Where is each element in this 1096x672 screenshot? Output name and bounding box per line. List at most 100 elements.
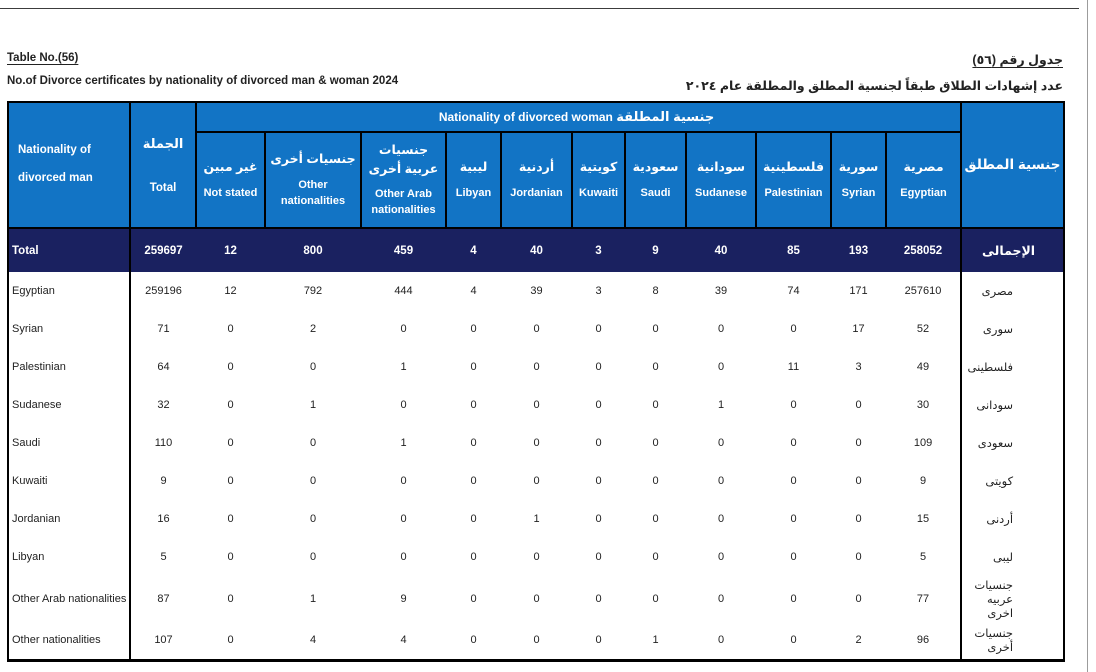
col-header-ar: جنسيات عربية أخرى <box>368 142 439 176</box>
band-nationality-of-divorced-woman: Nationality of divorced woman جنسية المط… <box>194 101 963 133</box>
cell-jordanian: 0 <box>533 593 540 605</box>
cell-other-arab-nationalities: 0 <box>400 513 407 525</box>
cell-saudi: 0 <box>652 551 659 563</box>
table-row-other-arab-nationalities: Other Arab nationalities 87 0 1 9 0 0 0 0 0 0 0 77 جن… <box>8 576 1065 622</box>
subheader-row: غير مبين Not stated جنسيات أخرى Other natio… <box>8 131 1064 229</box>
cell-saudi: 9 <box>625 227 686 272</box>
col-header-other-arab-nationalities: جنسيات عربية أخرى Other Arab nationalitie… <box>360 131 447 229</box>
cell-jordanian: 40 <box>501 227 572 272</box>
cell-syrian: 0 <box>855 399 862 411</box>
cell-jordanian: 0 <box>533 399 540 411</box>
table-row-saudi: Saudi 110 0 0 1 0 0 0 0 0 0 0 109 سعودى <box>8 424 1065 462</box>
page-top-rule <box>0 8 1079 9</box>
cell-palestinian: 0 <box>790 475 797 487</box>
cell-syrian: 171 <box>849 285 868 297</box>
col-header-en: Palestinian <box>764 186 823 199</box>
cell-palestinian: 0 <box>790 513 797 525</box>
col-header-ar: سعودية <box>632 160 679 175</box>
table-title-ar: عدد إشهادات الطلاق طبقاً لجنسية المطلق و… <box>685 79 1063 93</box>
cell-total: 9 <box>160 475 167 487</box>
cell-other-nationalities: 0 <box>309 551 317 563</box>
cell-egyptian: 52 <box>916 323 930 335</box>
cell-saudi: 0 <box>652 437 659 449</box>
cell-other-arab-nationalities: 0 <box>400 323 407 335</box>
cell-sudanese: 1 <box>717 399 725 411</box>
cell-egyptian: 5 <box>919 551 927 563</box>
cell-jordanian: 0 <box>533 551 540 563</box>
cell-other-nationalities: 1 <box>309 399 317 411</box>
row-label-ar: سعودى <box>960 424 1065 462</box>
cell-other-nationalities: 800 <box>265 227 361 272</box>
cell-sudanese: 0 <box>717 323 725 335</box>
cell-egyptian: 109 <box>913 437 933 449</box>
cell-syrian: 0 <box>855 593 862 605</box>
cell-saudi: 0 <box>652 475 659 487</box>
cell-kuwaiti: 0 <box>595 551 602 563</box>
cell-other-arab-nationalities: 1 <box>400 437 407 449</box>
cell-sudanese: 0 <box>686 622 756 662</box>
cell-total: 87 <box>157 593 170 605</box>
cell-kuwaiti: 3 <box>595 285 602 297</box>
cell-libyan: 0 <box>470 399 477 411</box>
cell-palestinian: 0 <box>790 437 797 449</box>
cell-jordanian: 39 <box>530 285 543 297</box>
cell-saudi: 8 <box>652 285 659 297</box>
col-header-palestinian: فلسطينية Palestinian <box>755 131 832 229</box>
col-header-en: Kuwaiti <box>578 186 619 199</box>
cell-other-nationalities: 0 <box>309 475 317 487</box>
cell-kuwaiti: 0 <box>595 437 602 449</box>
cell-sudanese: 40 <box>686 227 756 272</box>
total-row: Total 259697 12 800 459 4 40 3 9 40 85 193 258052 الإ… <box>8 227 1065 272</box>
cell-syrian: 193 <box>831 227 886 272</box>
cell-jordanian: 0 <box>533 475 540 487</box>
cell-other-arab-nationalities: 444 <box>394 285 413 297</box>
table-row-egyptian: Egyptian 259196 12 792 444 4 39 3 8 39 74 171 257610… <box>8 272 1065 310</box>
cell-sudanese: 0 <box>717 475 725 487</box>
cell-libyan: 0 <box>470 513 477 525</box>
col-header-ar: فلسطينية <box>762 160 825 175</box>
cell-libyan: 0 <box>470 593 477 605</box>
cell-palestinian: 11 <box>787 361 800 373</box>
cell-other-arab-nationalities: 0 <box>400 551 407 563</box>
table-body: Total 259697 12 800 459 4 40 3 9 40 85 193 258052 الإ… <box>8 227 1065 662</box>
col-header-jordanian: أردنية Jordanian <box>500 131 573 229</box>
row-label-en: Other nationalities <box>8 622 131 662</box>
cell-kuwaiti: 0 <box>595 475 602 487</box>
col-header-en: Other nationalities <box>280 178 346 207</box>
cell-kuwaiti: 0 <box>595 593 602 605</box>
row-label-en: Syrian <box>8 310 131 348</box>
cell-not-stated: 0 <box>227 475 234 487</box>
col-header-other-nationalities: جنسيات أخرى Other nationalities <box>264 131 362 229</box>
row-label-ar: جنسيات أخرى <box>960 622 1065 662</box>
cell-kuwaiti: 0 <box>595 513 602 525</box>
cell-not-stated: 0 <box>227 361 234 373</box>
table-row-jordanian: Jordanian 16 0 0 0 0 1 0 0 0 0 0 15 أردنى <box>8 500 1065 538</box>
cell-jordanian: 0 <box>533 361 540 373</box>
cell-kuwaiti: 0 <box>595 361 602 373</box>
col-header-en: Other Arab nationalities <box>371 188 436 217</box>
cell-total: 110 <box>154 437 173 449</box>
cell-kuwaiti: 0 <box>595 399 602 411</box>
cell-libyan: 4 <box>446 227 501 272</box>
cell-libyan: 4 <box>470 285 477 297</box>
row-label-ar: كويتى <box>960 462 1065 500</box>
cell-saudi: 0 <box>652 513 659 525</box>
cell-not-stated: 0 <box>227 551 234 563</box>
col-header-egyptian: مصرية Egyptian <box>884 131 963 229</box>
cell-palestinian: 0 <box>790 593 797 605</box>
cell-libyan: 0 <box>470 551 477 563</box>
cell-other-arab-nationalities: 4 <box>361 622 446 662</box>
col-header-kuwaiti: كويتية Kuwaiti <box>571 131 626 229</box>
col-header-saudi: سعودية Saudi <box>624 131 687 229</box>
cell-saudi: 1 <box>625 622 686 662</box>
cell-other-arab-nationalities: 1 <box>400 361 407 373</box>
divorce-certificates-table: Nationality of divorced man الجملة Total… <box>7 101 1066 662</box>
table-row-sudanese: Sudanese 32 0 1 0 0 0 0 0 1 0 0 30 سودانى <box>8 386 1065 424</box>
cell-sudanese: 0 <box>717 593 725 605</box>
cell-kuwaiti: 3 <box>572 227 625 272</box>
cell-kuwaiti: 0 <box>572 622 625 662</box>
cell-syrian: 2 <box>831 622 886 662</box>
cell-other-arab-nationalities: 0 <box>400 399 407 411</box>
cell-total: 71 <box>157 323 170 335</box>
cell-palestinian: 85 <box>756 227 831 272</box>
